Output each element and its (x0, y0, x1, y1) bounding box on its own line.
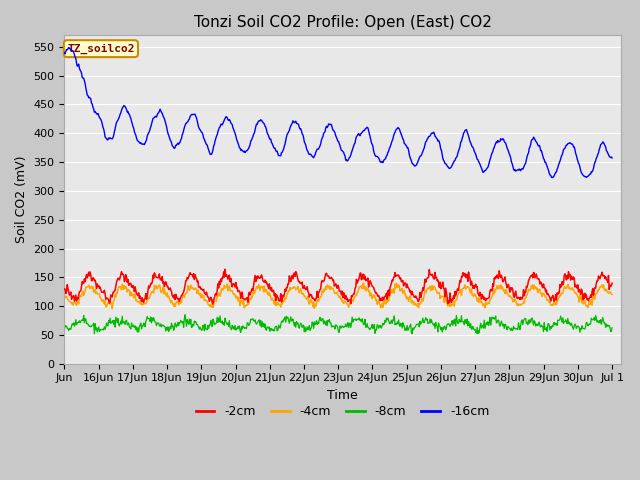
X-axis label: Time: Time (327, 389, 358, 402)
Y-axis label: Soil CO2 (mV): Soil CO2 (mV) (15, 156, 28, 243)
Text: TZ_soilco2: TZ_soilco2 (67, 44, 134, 54)
Legend: -2cm, -4cm, -8cm, -16cm: -2cm, -4cm, -8cm, -16cm (191, 400, 495, 423)
Title: Tonzi Soil CO2 Profile: Open (East) CO2: Tonzi Soil CO2 Profile: Open (East) CO2 (193, 15, 492, 30)
